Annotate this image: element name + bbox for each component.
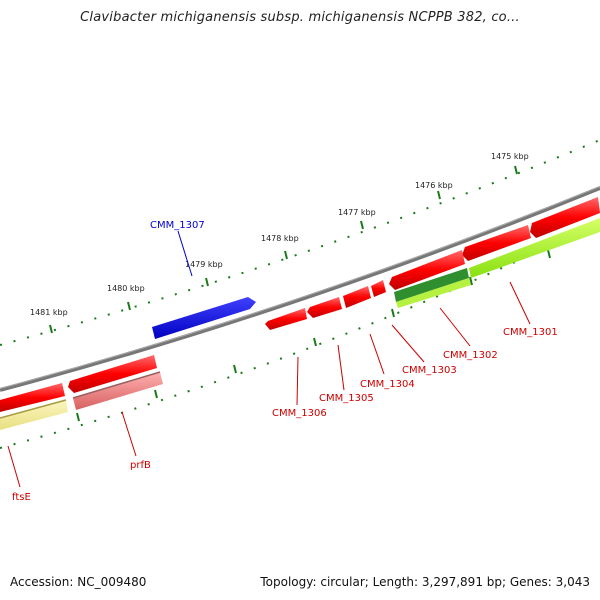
gene-CMM_1305[interactable]	[343, 286, 371, 308]
gene-CMM_1301[interactable]	[530, 197, 600, 238]
gene-CMM_1304[interactable]	[371, 280, 386, 297]
gene-CMM_1303[interactable]	[389, 250, 465, 290]
genome-backbone	[0, 186, 600, 392]
gene-CMM_1302[interactable]	[462, 225, 531, 261]
map-title: Clavibacter michiganensis subsp. michiga…	[80, 10, 520, 25]
cds-green-lower	[396, 278, 471, 308]
gene-prfB-upper[interactable]	[68, 355, 157, 393]
label-CMM_1304: CMM_1304	[360, 379, 415, 390]
gene-ftsE-upper[interactable]	[0, 383, 65, 412]
label-CMM_1301: CMM_1301	[503, 327, 558, 338]
cds-green	[469, 218, 600, 278]
cds-ftsE-yellow	[0, 400, 68, 430]
scale-label-1479: 1479 kbp	[185, 260, 223, 269]
scale-label-1478: 1478 kbp	[261, 234, 299, 243]
label-CMM_1307: CMM_1307	[150, 220, 205, 231]
cds-prfB-pseudo	[73, 372, 163, 410]
cds-dark-green	[394, 268, 469, 302]
scale-label-1481: 1481 kbp	[30, 308, 68, 317]
scale-label-1475: 1475 kbp	[491, 152, 529, 161]
scale-label-1480: 1480 kbp	[107, 284, 145, 293]
genome-summary-text: Topology: circular; Length: 3,297,891 bp…	[260, 575, 590, 589]
scale-label-1477: 1477 kbp	[338, 208, 376, 217]
accession-text: Accession: NC_009480	[10, 575, 147, 589]
leader-lines	[7, 230, 531, 488]
label-CMM_1303: CMM_1303	[402, 365, 457, 376]
gene-CMM_1307[interactable]	[152, 297, 256, 339]
gene-CMM_1305b[interactable]	[307, 297, 342, 318]
scale-label-1476: 1476 kbp	[415, 181, 453, 190]
label-CMM_1306: CMM_1306	[272, 408, 327, 419]
label-CMM_1302: CMM_1302	[443, 350, 498, 361]
label-CMM_1305: CMM_1305	[319, 393, 374, 404]
gene-CMM_1306[interactable]	[265, 308, 307, 330]
label-ftsE: ftsE	[12, 492, 31, 503]
major-ticks	[49, 165, 551, 422]
label-prfB: prfB	[130, 460, 151, 471]
